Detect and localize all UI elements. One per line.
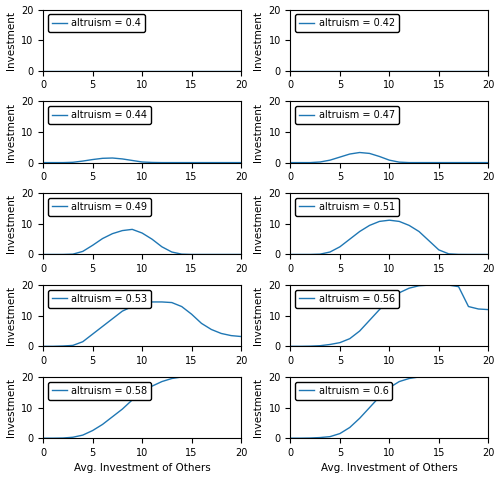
Y-axis label: Investment: Investment xyxy=(253,286,263,345)
Legend: altruism = 0.56: altruism = 0.56 xyxy=(296,290,399,308)
Legend: altruism = 0.44: altruism = 0.44 xyxy=(48,106,152,124)
Y-axis label: Investment: Investment xyxy=(6,103,16,161)
Legend: altruism = 0.47: altruism = 0.47 xyxy=(296,106,399,124)
Y-axis label: Investment: Investment xyxy=(253,103,263,161)
X-axis label: Avg. Investment of Others: Avg. Investment of Others xyxy=(74,464,210,473)
Y-axis label: Investment: Investment xyxy=(253,378,263,437)
Legend: altruism = 0.42: altruism = 0.42 xyxy=(296,14,399,32)
Y-axis label: Investment: Investment xyxy=(6,11,16,69)
Legend: altruism = 0.53: altruism = 0.53 xyxy=(48,290,152,308)
X-axis label: Avg. Investment of Others: Avg. Investment of Others xyxy=(321,464,458,473)
Y-axis label: Investment: Investment xyxy=(6,286,16,345)
Legend: altruism = 0.58: altruism = 0.58 xyxy=(48,382,152,399)
Legend: altruism = 0.51: altruism = 0.51 xyxy=(296,198,399,216)
Y-axis label: Investment: Investment xyxy=(6,378,16,437)
Y-axis label: Investment: Investment xyxy=(6,194,16,253)
Legend: altruism = 0.6: altruism = 0.6 xyxy=(296,382,392,399)
Legend: altruism = 0.49: altruism = 0.49 xyxy=(48,198,152,216)
Legend: altruism = 0.4: altruism = 0.4 xyxy=(48,14,145,32)
Y-axis label: Investment: Investment xyxy=(253,194,263,253)
Y-axis label: Investment: Investment xyxy=(253,11,263,69)
